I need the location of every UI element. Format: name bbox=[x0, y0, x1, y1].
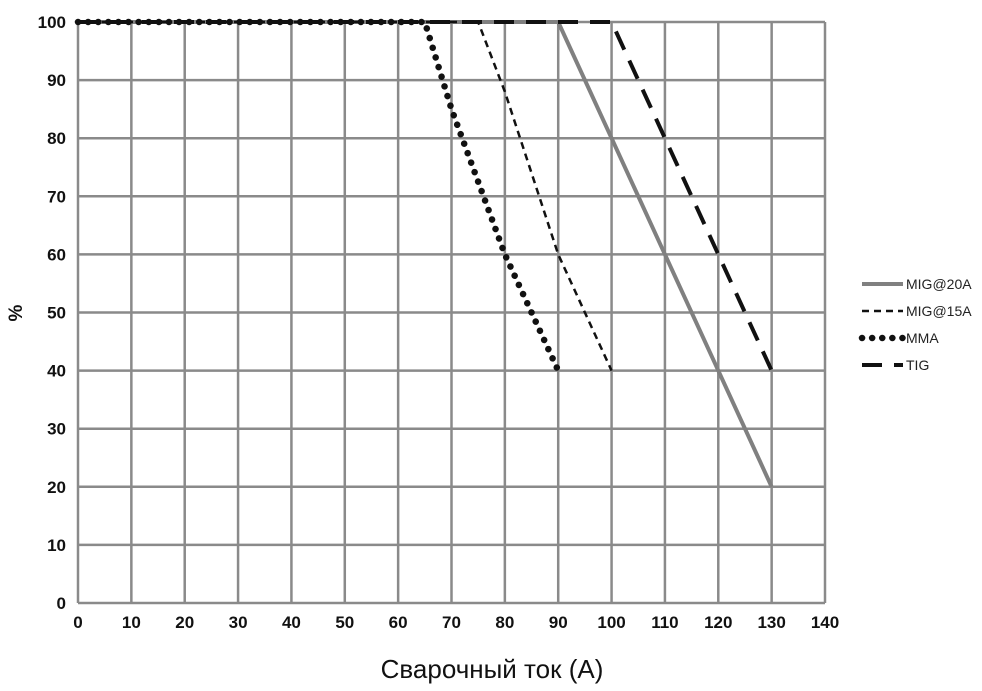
legend-label: MIG@20A bbox=[906, 276, 972, 292]
x-tick-label: 40 bbox=[282, 613, 301, 632]
x-tick-label: 110 bbox=[651, 613, 678, 632]
y-axis-title: % bbox=[6, 304, 27, 321]
grid-lines bbox=[76, 20, 827, 605]
x-tick-label: 30 bbox=[229, 613, 248, 632]
y-tick-label: 40 bbox=[47, 362, 66, 381]
series-line-tig bbox=[78, 20, 774, 372]
y-tick-label: 80 bbox=[47, 129, 66, 148]
x-tick-label: 90 bbox=[549, 613, 568, 632]
x-tick-label: 140 bbox=[811, 613, 839, 632]
x-tick-label: 70 bbox=[442, 613, 461, 632]
x-axis-title: Сварочный ток (A) bbox=[381, 654, 604, 684]
y-tick-label: 0 bbox=[57, 594, 66, 613]
legend-label: TIG bbox=[906, 357, 929, 373]
y-tick-labels: 0 10 20 30 40 50 60 70 80 90 100 bbox=[38, 13, 66, 613]
legend-label: MMA bbox=[906, 330, 939, 346]
y-tick-label: 90 bbox=[47, 71, 66, 90]
x-tick-label: 50 bbox=[335, 613, 354, 632]
x-tick-label: 10 bbox=[122, 613, 141, 632]
y-tick-label: 10 bbox=[47, 536, 66, 555]
x-tick-labels: 0 10 20 30 40 50 60 70 80 90 100 110 120 130 140 bbox=[73, 613, 839, 632]
x-tick-label: 100 bbox=[597, 613, 625, 632]
legend-label: MIG@15A bbox=[906, 303, 972, 319]
y-tick-label: 50 bbox=[47, 304, 66, 323]
y-tick-label: 20 bbox=[47, 478, 66, 497]
y-tick-label: 100 bbox=[38, 13, 66, 32]
y-tick-label: 70 bbox=[47, 187, 66, 206]
x-tick-label: 120 bbox=[704, 613, 732, 632]
y-tick-label: 30 bbox=[47, 420, 66, 439]
series-layer bbox=[74, 18, 774, 488]
x-tick-label: 20 bbox=[175, 613, 194, 632]
legend: MIG@20A MIG@15A MMA TIG bbox=[858, 276, 972, 373]
x-tick-label: 60 bbox=[389, 613, 408, 632]
x-tick-label: 80 bbox=[495, 613, 514, 632]
y-tick-label: 60 bbox=[47, 245, 66, 264]
x-tick-label: 130 bbox=[757, 613, 785, 632]
x-tick-label: 0 bbox=[73, 613, 82, 632]
